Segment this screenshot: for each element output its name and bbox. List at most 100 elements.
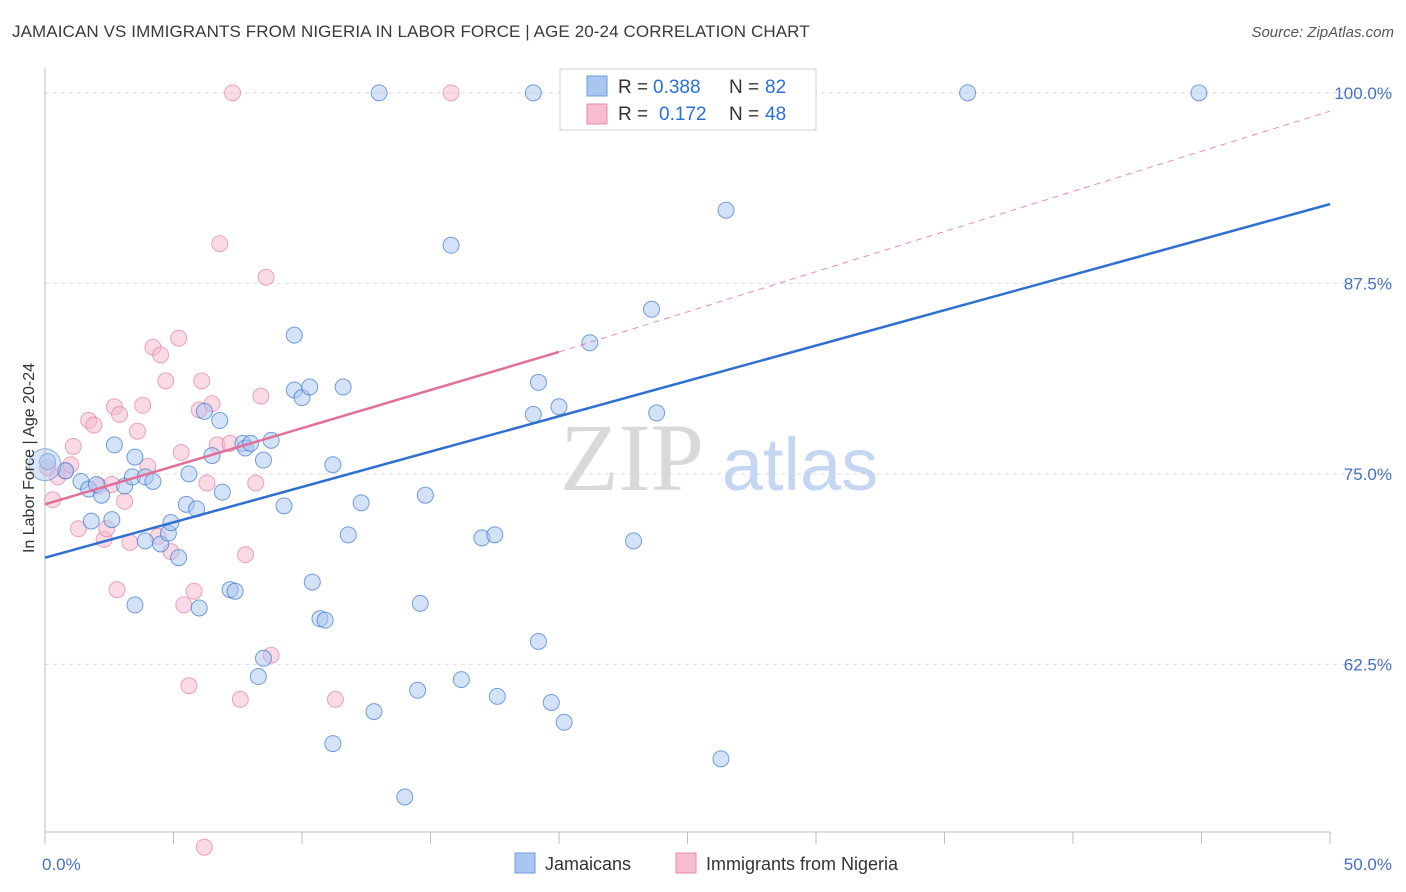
nigeria-point-31 — [193, 372, 211, 390]
chart-title: JAMAICAN VS IMMIGRANTS FROM NIGERIA IN L… — [12, 22, 810, 41]
jamaican-point-76 — [959, 84, 977, 102]
jamaican-point-20 — [180, 465, 198, 483]
nigeria-point-27 — [175, 596, 193, 614]
y-tick-label-1: 75.0% — [1344, 465, 1392, 484]
jamaican-point-45 — [324, 456, 342, 474]
nigeria-point-43 — [257, 268, 275, 286]
nigeria-point-40 — [236, 546, 254, 564]
jamaican-point-13 — [144, 472, 162, 490]
nigeria-point-15 — [111, 405, 129, 423]
jamaican-point-8 — [103, 511, 121, 529]
jamaican-point-68 — [581, 334, 599, 352]
nigeria-point-25 — [170, 329, 188, 347]
nigeria-point-28 — [180, 677, 198, 695]
nigeria-point-39 — [231, 690, 249, 708]
jamaican-point-36 — [126, 596, 144, 614]
nigeria-point-18 — [129, 422, 147, 440]
nigeria-point-38 — [224, 84, 242, 102]
legend-swatch-pink — [586, 103, 608, 125]
nigeria-point-23 — [157, 372, 175, 390]
jamaican-point-61 — [524, 405, 542, 423]
jamaican-cluster-point — [28, 448, 62, 482]
nigeria-point-29 — [185, 582, 203, 600]
jamaican-point-63 — [524, 84, 542, 102]
nigeria-point-42 — [252, 387, 270, 405]
x-tick-labels: 0.0% 50.0% — [42, 855, 1392, 874]
y-tick-labels: 62.5% 75.0% 87.5% 100.0% — [1334, 84, 1392, 674]
jamaican-point-62 — [529, 373, 547, 391]
trend-lines — [44, 110, 1331, 559]
jamaican-point-65 — [542, 693, 560, 711]
jamaican-point-31 — [254, 451, 272, 469]
nigeria-point-41 — [247, 474, 265, 492]
jamaican-point-27 — [226, 582, 244, 600]
jamaican-point-51 — [370, 84, 388, 102]
jamaican-point-59 — [486, 526, 504, 544]
legend-r-label-1: R = — [618, 77, 648, 98]
y-tick-label-2: 87.5% — [1344, 274, 1392, 293]
jamaican-point-64 — [529, 633, 547, 650]
legend-r-value-1: 0.388 — [653, 77, 701, 98]
nigeria-point-16 — [116, 492, 134, 510]
legend-n-label-1: N = — [729, 77, 759, 98]
series-nigeria-points — [39, 84, 460, 856]
jamaican-point-38 — [285, 326, 303, 344]
series-legend-swatch-pink — [675, 852, 697, 874]
y-axis-title: In Labor Force | Age 20-24 — [21, 363, 38, 553]
nigeria-trend-line — [44, 350, 560, 506]
jamaican-point-47 — [334, 378, 352, 396]
nigeria-point-5 — [64, 437, 82, 455]
jamaican-point-48 — [339, 526, 357, 544]
series-legend-label-nigeria: Immigrants from Nigeria — [706, 854, 899, 874]
nigeria-point-22 — [152, 346, 170, 364]
jamaican-point-71 — [648, 404, 666, 422]
nigeria-point-14 — [108, 581, 126, 599]
legend-n-value-1: 82 — [765, 77, 786, 98]
jamaican-point-60 — [488, 687, 506, 705]
nigeria-point-8 — [85, 416, 103, 434]
nigeria-point-46 — [442, 84, 460, 102]
series-legend-swatch-blue — [514, 852, 536, 874]
nigeria-point-6 — [69, 520, 87, 538]
legend-n-value-2: 48 — [765, 104, 786, 125]
x-tick-label-1: 50.0% — [1344, 855, 1392, 874]
jamaican-point-46 — [324, 735, 342, 753]
jamaican-point-55 — [416, 486, 434, 504]
nigeria-point-33 — [198, 474, 216, 492]
jamaican-point-14 — [136, 532, 154, 550]
jamaican-point-37 — [190, 599, 208, 617]
jamaicans-trend-line — [44, 202, 1331, 559]
jamaican-point-42 — [303, 573, 321, 591]
jamaican-point-34 — [249, 668, 267, 686]
nigeria-trend-extension — [558, 110, 1331, 353]
jamaican-point-72 — [712, 750, 730, 768]
jamaican-point-56 — [442, 236, 460, 254]
series-legend-label-jamaicans: Jamaicans — [545, 854, 631, 874]
jamaican-point-1 — [57, 462, 75, 480]
watermark-atlas: atlas — [722, 423, 878, 506]
nigeria-point-19 — [134, 396, 152, 414]
legend-r-value-2: 0.172 — [659, 104, 707, 125]
jamaican-point-77 — [1190, 84, 1208, 102]
jamaican-point-33 — [275, 497, 293, 515]
legend-r-label-2: R = — [618, 104, 648, 125]
stats-legend: R = 0.388 N = 82 R = 0.172 N = 48 — [559, 68, 817, 131]
source-label: Source: ZipAtlas.com — [1251, 24, 1394, 41]
jamaican-point-25 — [213, 483, 231, 501]
x-tick-label-0: 0.0% — [42, 855, 81, 874]
jamaican-point-50 — [365, 703, 383, 721]
jamaican-point-11 — [126, 448, 144, 466]
grid-lines — [45, 92, 1392, 665]
nigeria-point-45 — [326, 690, 344, 708]
jamaican-point-9 — [82, 512, 100, 530]
watermark-zip: ZIP — [560, 404, 704, 511]
jamaican-point-22 — [195, 402, 213, 420]
jamaican-point-44 — [316, 611, 334, 629]
y-tick-label-0: 62.5% — [1344, 655, 1392, 674]
jamaican-point-70 — [643, 300, 661, 318]
legend-swatch-blue — [586, 75, 608, 97]
watermark: ZIP atlas — [560, 404, 878, 511]
legend-n-label-2: N = — [729, 104, 759, 125]
jamaican-point-49 — [352, 494, 370, 512]
